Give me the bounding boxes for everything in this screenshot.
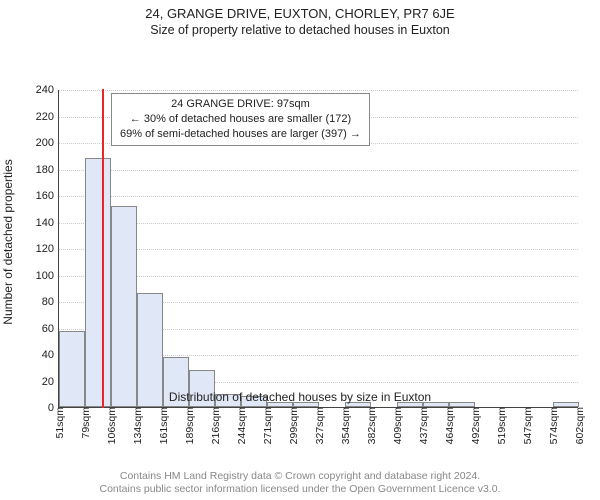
x-axis-label: Distribution of detached houses by size …: [0, 390, 600, 404]
x-tick-label: 409sqm: [390, 407, 404, 444]
page-title-address: 24, GRANGE DRIVE, EUXTON, CHORLEY, PR7 6…: [0, 0, 600, 21]
plot-area: 02040608010012014016018020022024051sqm79…: [58, 90, 578, 408]
footer-line2: Contains public sector information licen…: [0, 483, 600, 496]
x-tick-label: 464sqm: [442, 407, 456, 444]
x-tick-label: 79sqm: [78, 407, 92, 439]
y-tick-label: 240: [36, 84, 59, 96]
y-tick-label: 40: [42, 349, 59, 361]
x-tick-label: 547sqm: [520, 407, 534, 444]
histogram-bar: [111, 206, 137, 407]
x-tick-label: 382sqm: [364, 407, 378, 444]
x-tick-label: 51sqm: [52, 407, 66, 439]
y-tick-label: 140: [36, 217, 59, 229]
y-tick-label: 80: [42, 296, 59, 308]
y-tick-label: 220: [36, 111, 59, 123]
x-tick-label: 574sqm: [546, 407, 560, 444]
gridline: [59, 90, 578, 91]
property-marker-line: [102, 89, 104, 408]
annot-line2: ← 30% of detached houses are smaller (17…: [120, 112, 361, 127]
gridline: [59, 196, 578, 197]
page-title-desc: Size of property relative to detached ho…: [0, 21, 600, 37]
y-tick-label: 100: [36, 270, 59, 282]
x-tick-label: 189sqm: [182, 407, 196, 444]
y-tick-label: 180: [36, 164, 59, 176]
y-tick-label: 60: [42, 323, 59, 335]
x-tick-label: 106sqm: [104, 407, 118, 444]
marker-annotation: 24 GRANGE DRIVE: 97sqm ← 30% of detached…: [111, 93, 370, 146]
x-tick-label: 271sqm: [260, 407, 274, 444]
attribution-footer: Contains HM Land Registry data © Crown c…: [0, 470, 600, 496]
x-tick-label: 492sqm: [468, 407, 482, 444]
y-tick-label: 20: [42, 376, 59, 388]
y-tick-label: 160: [36, 190, 59, 202]
gridline: [59, 170, 578, 171]
y-tick-label: 200: [36, 137, 59, 149]
footer-line1: Contains HM Land Registry data © Crown c…: [0, 470, 600, 483]
chart-container: Number of detached properties 0204060801…: [0, 42, 600, 442]
x-tick-label: 244sqm: [234, 407, 248, 444]
histogram-bar: [85, 158, 111, 407]
x-tick-label: 437sqm: [416, 407, 430, 444]
x-tick-label: 216sqm: [208, 407, 222, 444]
x-tick-label: 354sqm: [338, 407, 352, 444]
annot-line3: 69% of semi-detached houses are larger (…: [120, 127, 361, 142]
x-tick-label: 602sqm: [572, 407, 586, 444]
x-tick-label: 134sqm: [130, 407, 144, 444]
annot-line1: 24 GRANGE DRIVE: 97sqm: [120, 97, 361, 112]
x-tick-label: 161sqm: [156, 407, 170, 444]
y-tick-label: 120: [36, 243, 59, 255]
x-tick-label: 299sqm: [286, 407, 300, 444]
y-axis-label: Number of detached properties: [1, 159, 15, 324]
x-tick-label: 327sqm: [312, 407, 326, 444]
x-tick-label: 519sqm: [494, 407, 508, 444]
